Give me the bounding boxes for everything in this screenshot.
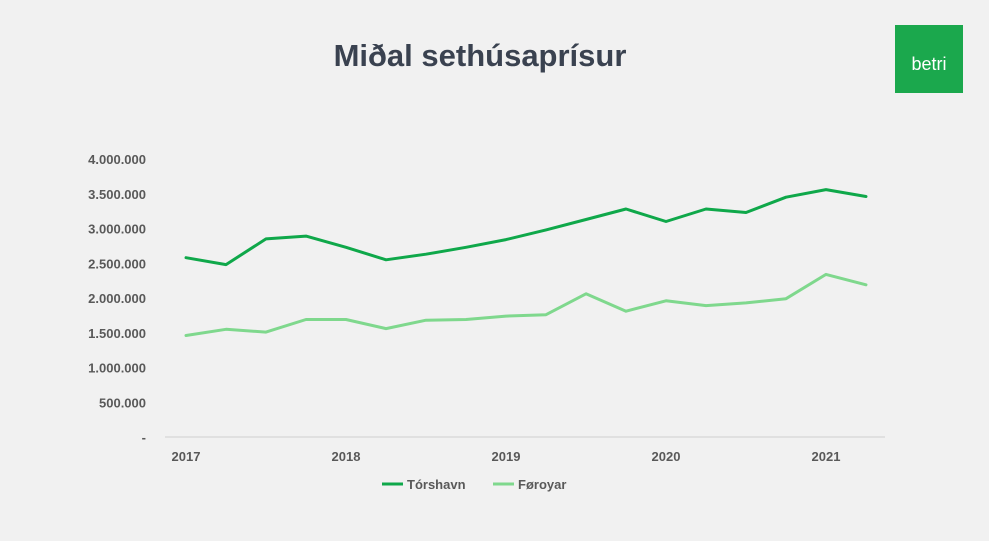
y-tick-label: - (142, 430, 146, 445)
x-tick-label: 2019 (492, 449, 521, 464)
x-tick-label: 2018 (332, 449, 361, 464)
betri-logo: betri (895, 25, 963, 93)
y-tick-label: 2.000.000 (88, 291, 146, 306)
y-tick-label: 3.500.000 (88, 187, 146, 202)
x-tick-label: 2017 (172, 449, 201, 464)
chart-title: Miðal sethúsaprísur (333, 38, 627, 73)
y-tick-label: 4.000.000 (88, 152, 146, 167)
legend-label: Tórshavn (407, 477, 466, 492)
y-tick-label: 3.000.000 (88, 222, 146, 237)
legend-label: Føroyar (518, 477, 566, 492)
series-line-foroyar (184, 272, 868, 337)
series-line-torshavn (184, 188, 868, 267)
x-tick-label: 2020 (652, 449, 681, 464)
y-tick-label: 2.500.000 (88, 256, 146, 271)
y-tick-label: 1.500.000 (88, 326, 146, 341)
x-tick-label: 2021 (812, 449, 841, 464)
y-tick-label: 500.000 (99, 395, 146, 410)
y-tick-label: 1.000.000 (88, 361, 146, 376)
